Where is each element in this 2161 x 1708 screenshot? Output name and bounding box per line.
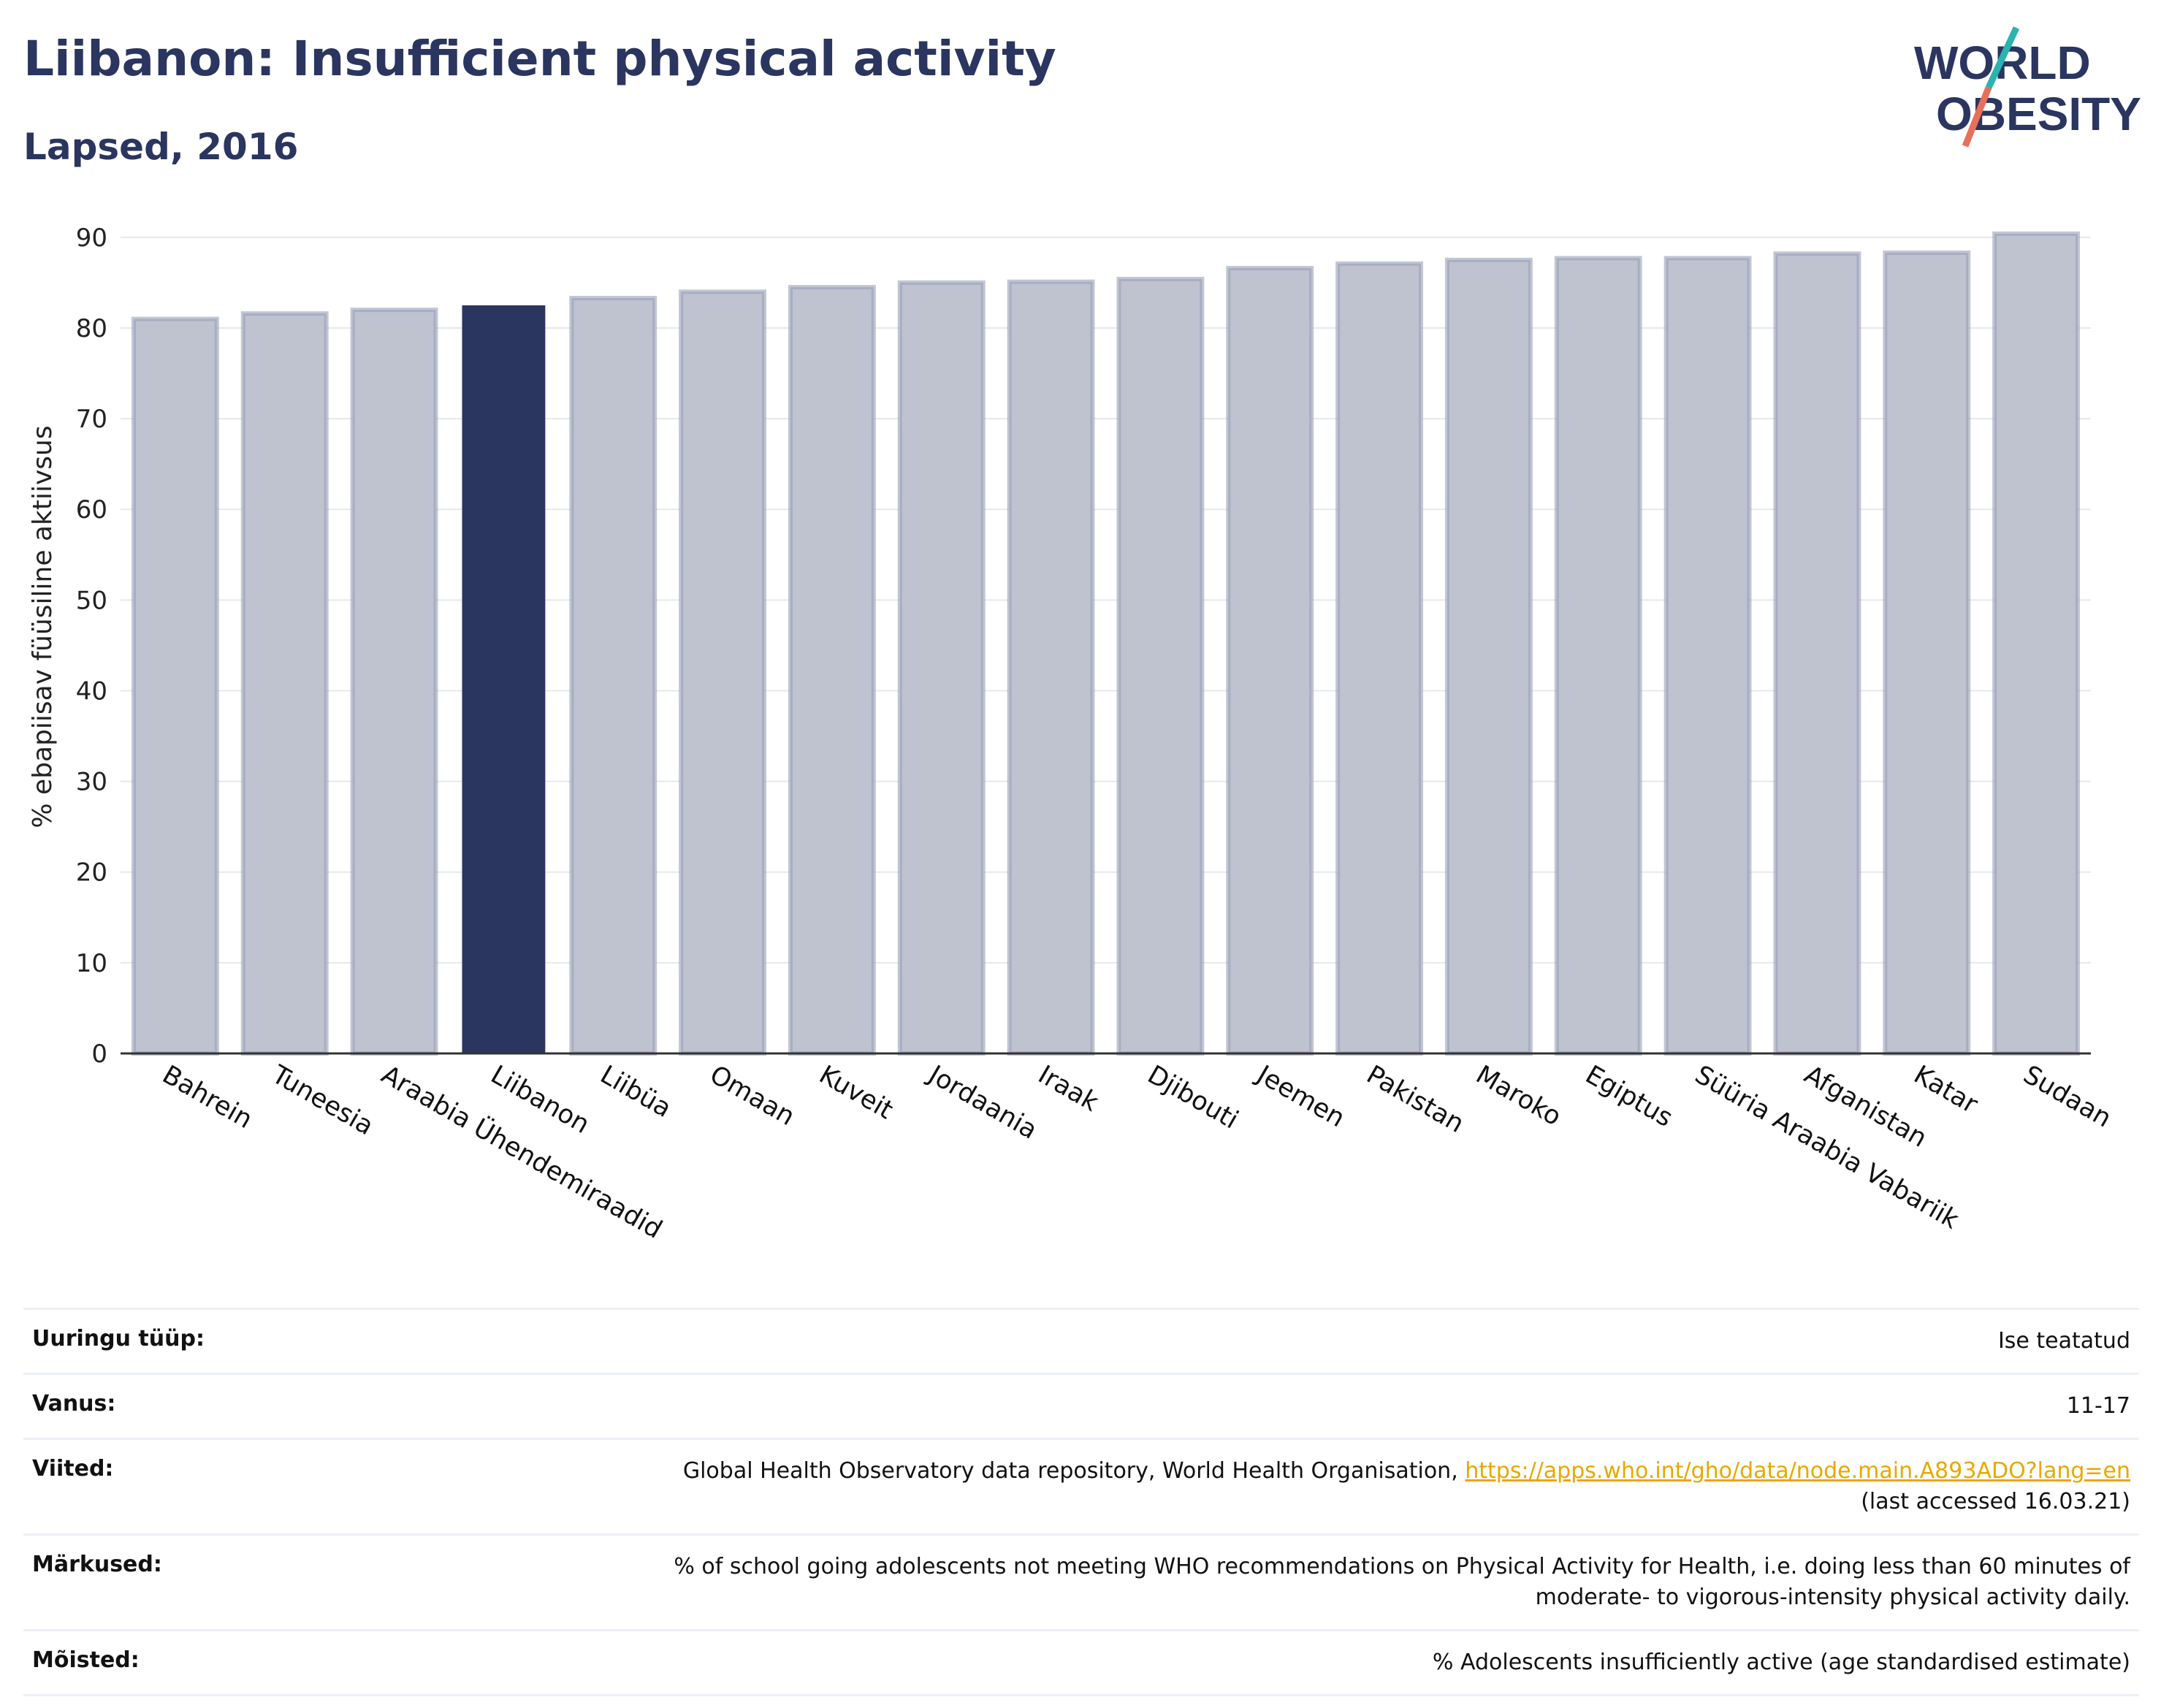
logo-slash-teal bbox=[1985, 26, 2020, 89]
x-tick-label: Iraak bbox=[1033, 1060, 1104, 1118]
reference-accessed: (last accessed 16.03.21) bbox=[1861, 1489, 2130, 1514]
info-key: Viited: bbox=[32, 1456, 114, 1482]
bar-jeemen bbox=[1226, 266, 1314, 1056]
x-tick-label: Djibouti bbox=[1143, 1060, 1243, 1135]
x-tick-label: Maroko bbox=[1471, 1060, 1566, 1132]
page-title: Liibanon: Insufficient physical activity bbox=[23, 31, 1056, 87]
bars bbox=[131, 231, 2081, 1056]
y-tick-label: 90 bbox=[76, 224, 107, 253]
info-row-definitions: Mõisted: % Adolescents insufficiently ac… bbox=[23, 1629, 2139, 1696]
info-value: % of school going adolescents not meetin… bbox=[674, 1554, 2130, 1610]
y-tick-label: 30 bbox=[76, 768, 107, 797]
y-tick-label: 80 bbox=[76, 314, 107, 343]
info-key: Märkused: bbox=[32, 1552, 162, 1577]
y-tick-label: 70 bbox=[76, 405, 107, 434]
x-tick-label: Katar bbox=[1909, 1060, 1983, 1120]
y-tick-label: 10 bbox=[76, 949, 107, 978]
bar-tuneesia bbox=[240, 311, 329, 1056]
logo-slash-coral bbox=[1962, 86, 1992, 148]
bar-egiptus bbox=[1554, 256, 1642, 1056]
info-table: Uuringu tüüp: Ise teatatud Vanus: 11-17 … bbox=[23, 1308, 2139, 1696]
info-row-survey-type: Uuringu tüüp: Ise teatatud bbox=[23, 1308, 2139, 1373]
y-tick-label: 60 bbox=[76, 495, 107, 525]
bar-kuveit bbox=[788, 285, 876, 1056]
bar-katar bbox=[1883, 250, 1971, 1056]
bar-süüria-araabia-vabariik bbox=[1663, 256, 1752, 1056]
x-tick-label: Pakistan bbox=[1362, 1060, 1469, 1139]
bar-bahrein bbox=[131, 316, 219, 1056]
bar-liibüa bbox=[569, 295, 658, 1056]
x-tick-label: Bahrein bbox=[157, 1060, 257, 1135]
y-tick-label: 0 bbox=[91, 1040, 107, 1069]
x-tick-label: Jeemen bbox=[1251, 1059, 1349, 1133]
info-key: Mõisted: bbox=[32, 1647, 140, 1673]
bar-araabia-ühendemiraadid bbox=[350, 308, 438, 1056]
bar-jordaania bbox=[897, 280, 986, 1056]
info-value: % Adolescents insufficiently active (age… bbox=[1432, 1650, 2130, 1675]
x-tick-label: Liibüa bbox=[595, 1060, 676, 1124]
y-tick-label: 40 bbox=[76, 676, 107, 706]
bar-pakistan bbox=[1335, 261, 1424, 1056]
info-row-references: Viited: Global Health Observatory data r… bbox=[23, 1438, 2139, 1533]
page-subtitle: Lapsed, 2016 bbox=[23, 126, 299, 168]
x-tick-label: Tuneesia bbox=[266, 1060, 378, 1142]
bar-afganistan bbox=[1773, 251, 1861, 1056]
x-tick-label: Jordaania bbox=[923, 1059, 1043, 1145]
x-tick-label: Egiptus bbox=[1580, 1060, 1677, 1133]
x-tick-label: Kuveit bbox=[814, 1060, 897, 1125]
bar-liibanon bbox=[462, 305, 546, 1053]
info-value: 11-17 bbox=[2066, 1393, 2130, 1419]
info-key: Vanus: bbox=[32, 1391, 116, 1417]
bar-chart: 0 10 20 30 40 50 60 70 80 90 % ebapiisav füüsilin… bbox=[28, 224, 2116, 1245]
info-key: Uuringu tüüp: bbox=[32, 1326, 205, 1351]
bar-sudaan bbox=[1992, 231, 2081, 1056]
info-row-age: Vanus: 11-17 bbox=[23, 1373, 2139, 1438]
bar-iraak bbox=[1007, 279, 1095, 1056]
bar-maroko bbox=[1444, 257, 1533, 1056]
reference-link[interactable]: https://apps.who.int/gho/data/node.main.… bbox=[1465, 1458, 2130, 1484]
bar-omaan bbox=[679, 289, 767, 1056]
y-tick-label: 50 bbox=[76, 586, 107, 615]
info-value: Ise teatatud bbox=[1997, 1328, 2130, 1354]
y-axis-label: % ebapiisav füüsiline aktiivsus bbox=[28, 425, 58, 828]
y-tick-label: 20 bbox=[76, 858, 107, 888]
reference-text: Global Health Observatory data repositor… bbox=[682, 1458, 1466, 1484]
y-axis-ticks: 0 10 20 30 40 50 60 70 80 90 bbox=[76, 224, 107, 1069]
world-obesity-logo: WORLD OBESITY bbox=[1914, 26, 2141, 148]
info-value: Global Health Observatory data repositor… bbox=[683, 1456, 2130, 1517]
bar-djibouti bbox=[1116, 276, 1205, 1056]
x-tick-label: Omaan bbox=[705, 1060, 800, 1132]
x-tick-label: Sudaan bbox=[2019, 1060, 2116, 1133]
info-row-notes: Märkused: % of school going adolescents … bbox=[23, 1533, 2139, 1629]
grid-lines bbox=[121, 236, 2091, 964]
